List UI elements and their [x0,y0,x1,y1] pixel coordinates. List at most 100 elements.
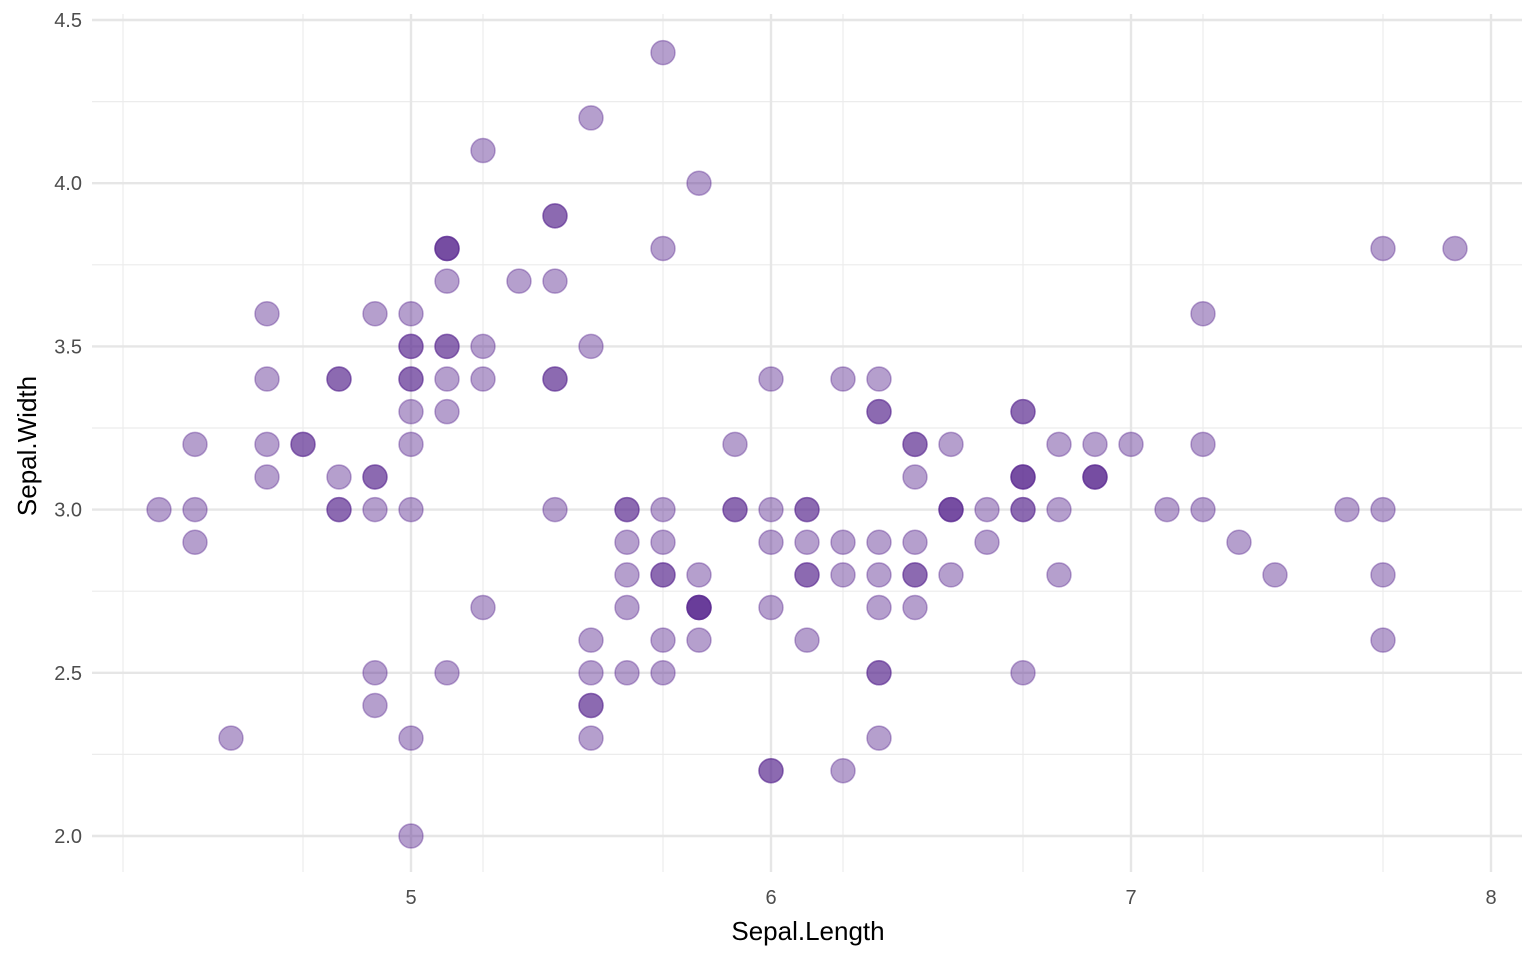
data-point [146,496,172,523]
y-tick-label: 3.0 [54,500,82,522]
data-point [686,594,712,621]
data-point [1190,301,1216,327]
data-point [542,268,568,294]
data-point [794,529,820,555]
data-point [866,660,892,686]
data-point [722,431,748,458]
data-point [1082,464,1108,490]
data-point [542,203,568,229]
data-point [398,496,424,523]
data-point [1370,627,1396,653]
data-point [578,692,604,719]
data-point [578,627,604,653]
data-point [830,757,856,784]
data-point [1370,496,1396,523]
data-point [326,464,352,490]
data-point [578,692,604,719]
data-point [182,431,208,458]
data-point [1262,562,1288,588]
y-tick-label: 4.0 [54,173,82,195]
y-axis-ticks: 2.0 2.5 3.0 3.5 4.0 4.5 [54,10,82,848]
data-point [434,366,460,392]
data-point [1082,431,1108,458]
data-point [362,660,388,686]
x-axis-ticks: 5 6 7 8 [405,887,1496,909]
data-point [650,627,676,653]
data-point [398,366,424,392]
data-point [362,301,388,327]
data-point [434,235,460,262]
data-point [542,496,568,523]
data-point [362,464,388,490]
data-point [650,529,676,555]
data-point [254,366,280,392]
data-point [182,529,208,555]
data-point [614,496,640,523]
data-point [362,496,388,523]
data-point [650,660,676,686]
data-point [614,562,640,588]
data-point [902,431,928,458]
data-point [578,105,604,131]
data-point [470,366,496,392]
data-point [686,562,712,588]
data-point [578,725,604,751]
data-point [614,660,640,686]
data-point [254,301,280,327]
data-point [650,496,676,523]
data-point [578,333,604,360]
data-point [938,562,964,588]
data-point [1010,496,1036,523]
data-point [398,333,424,360]
data-point [686,594,712,621]
data-point [758,366,784,392]
data-point [1370,235,1396,262]
data-point [1046,562,1072,588]
data-point [866,366,892,392]
data-point [722,496,748,523]
data-point [398,301,424,327]
data-point [902,562,928,588]
data-point [542,366,568,392]
data-point [1442,235,1468,262]
data-point [614,496,640,523]
data-point [758,529,784,555]
data-point [794,496,820,523]
data-point [758,757,784,784]
data-point [794,627,820,653]
data-point [434,333,460,360]
data-point [686,170,712,196]
data-point [398,431,424,458]
data-point [866,660,892,686]
data-point [794,562,820,588]
data-point [434,235,460,262]
data-point [470,333,496,360]
data-point [938,496,964,523]
data-point [218,725,244,751]
data-point [1010,398,1036,425]
data-point [902,594,928,621]
x-tick-label: 7 [1125,887,1136,909]
data-point [1118,431,1144,458]
data-point [1190,496,1216,523]
data-point [866,398,892,425]
data-point [434,333,460,360]
x-tick-label: 8 [1485,887,1496,909]
data-point [614,594,640,621]
data-point [254,431,280,458]
data-point [398,398,424,425]
data-point [1010,464,1036,490]
data-point [758,496,784,523]
data-point [686,594,712,621]
data-point [1226,529,1252,555]
data-point [398,823,424,849]
data-point [326,366,352,392]
data-point [542,203,568,229]
data-point [938,431,964,458]
data-point [434,268,460,294]
data-point [650,562,676,588]
data-point [1010,398,1036,425]
data-point [974,529,1000,555]
data-point [326,496,352,523]
data-point [1082,464,1108,490]
